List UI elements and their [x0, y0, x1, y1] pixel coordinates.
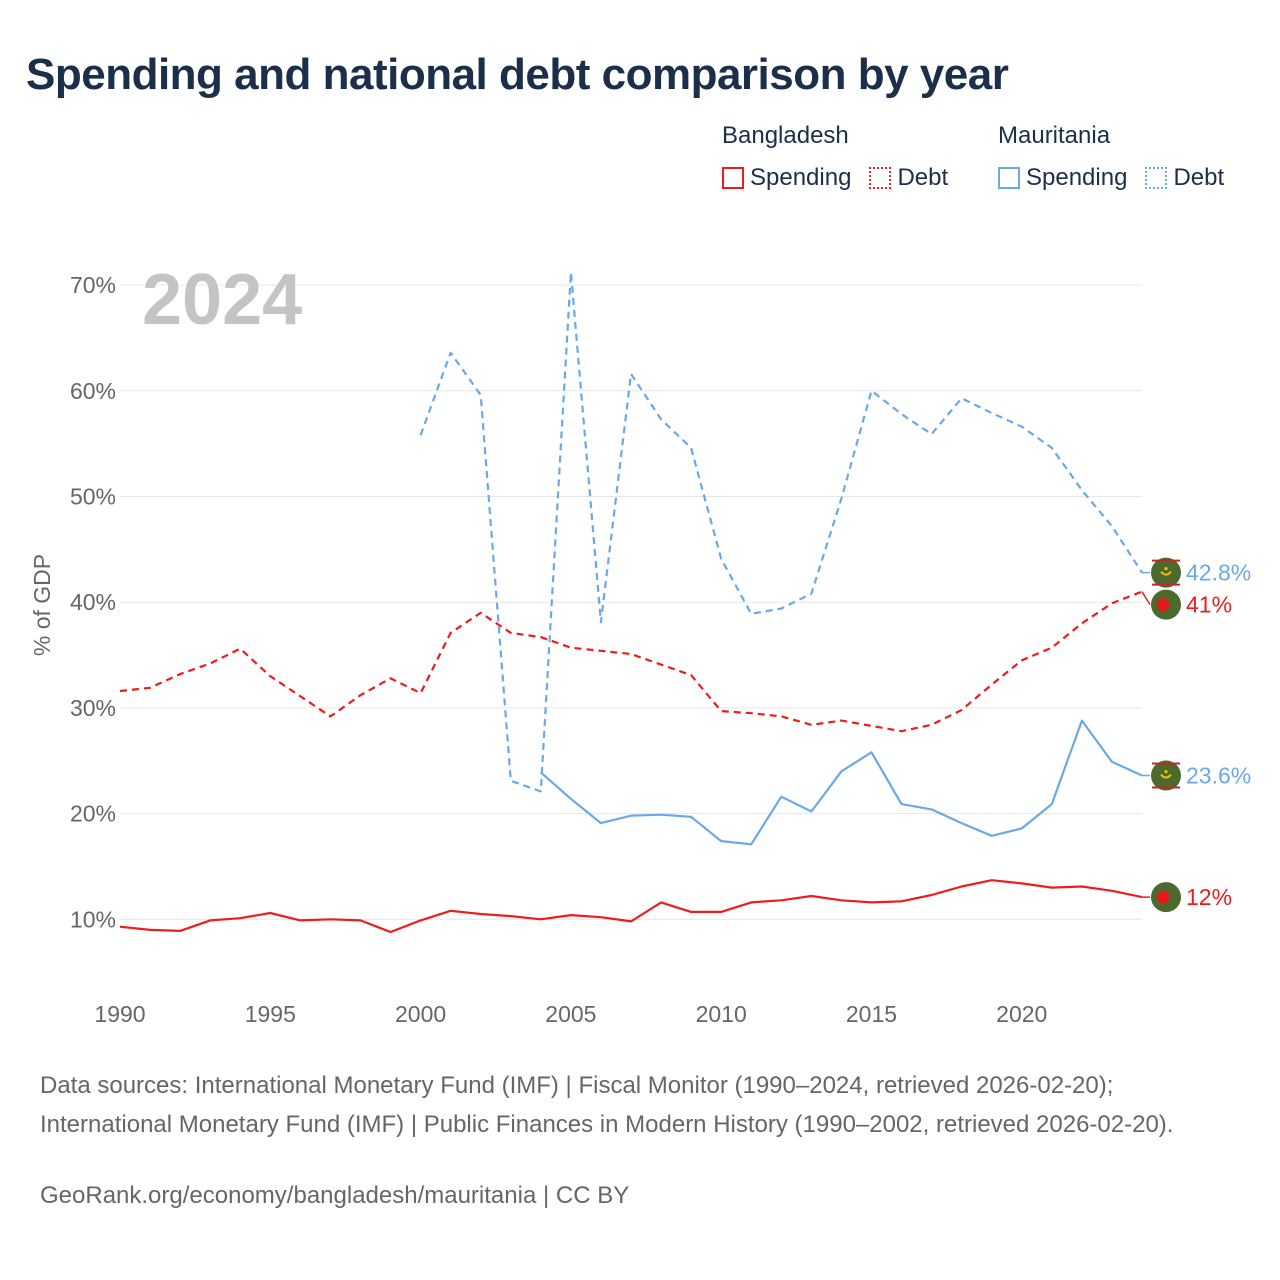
series-line-mauritania-spending — [540, 719, 1143, 846]
legend-mauritania: Mauritania Spending Debt — [998, 122, 1242, 192]
legend-swatch-dotted-icon — [869, 167, 892, 189]
legend-item-label: Debt — [897, 164, 949, 191]
y-tick-label: 70% — [70, 272, 116, 298]
y-tick-label: 50% — [70, 484, 116, 510]
series-line-bangladesh-spending — [119, 879, 1143, 934]
legend-swatch-dotted-icon — [1145, 167, 1168, 189]
series-end-label: 41% — [1186, 592, 1232, 618]
flag-star-icon — [1164, 567, 1168, 571]
y-tick-label: 10% — [70, 906, 116, 932]
credit-link[interactable]: GeoRank.org/economy/bangladesh/mauritani… — [40, 1182, 630, 1209]
flag-disc-icon — [1156, 890, 1170, 904]
legend-item-mauritania-debt[interactable]: Debt — [1145, 164, 1224, 192]
legend-country-label: Mauritania — [998, 122, 1111, 149]
x-tick-label: 2015 — [846, 1001, 897, 1027]
line-chart: 10% 20% 30% 40% 50% 60% 70% 1990 1995 2000 2005 201… — [29, 260, 1251, 1027]
flag-icon — [1151, 760, 1181, 791]
series-end-label: 42.8% — [1186, 560, 1251, 586]
legend-item-label: Spending — [1026, 164, 1128, 191]
legend-item-bangladesh-spending[interactable]: Spending — [722, 164, 851, 192]
x-tick-label: 2010 — [696, 1001, 747, 1027]
legend-item-label: Debt — [1173, 164, 1225, 191]
series-end-label: 12% — [1186, 884, 1232, 910]
legend-country-label: Bangladesh — [722, 122, 849, 149]
x-tick-label: 2020 — [996, 1001, 1047, 1027]
x-tick-label: 2005 — [545, 1001, 596, 1027]
flag-crescent-icon — [1160, 773, 1172, 779]
end-connector — [1141, 591, 1151, 605]
legend-swatch-solid-icon — [722, 167, 744, 189]
legend-item-label: Spending — [750, 164, 852, 191]
flag-disc-icon — [1156, 598, 1170, 612]
x-tick-label: 2000 — [395, 1001, 446, 1027]
y-tick-label: 30% — [70, 695, 116, 721]
y-tick-label: 40% — [70, 589, 116, 615]
y-axis-label: % of GDP — [29, 554, 55, 656]
legend-item-bangladesh-debt[interactable]: Debt — [869, 164, 948, 192]
legend-swatch-solid-icon — [998, 167, 1020, 189]
y-tick-label: 20% — [70, 801, 116, 827]
data-sources: Data sources: International Monetary Fun… — [40, 1072, 1174, 1138]
legend-bangladesh: Bangladesh Spending Debt — [722, 122, 966, 192]
x-tick-label: 1995 — [245, 1001, 296, 1027]
series-end-label: 23.6% — [1186, 763, 1251, 789]
flag-crescent-icon — [1160, 570, 1172, 576]
current-year-label: 2024 — [142, 260, 302, 340]
legend-item-mauritania-spending[interactable]: Spending — [998, 164, 1127, 192]
flag-star-icon — [1164, 769, 1168, 774]
y-tick-label: 60% — [70, 378, 116, 404]
flag-icon — [1151, 557, 1181, 588]
series-line-bangladesh-debt — [119, 590, 1143, 733]
x-tick-label: 1990 — [94, 1001, 145, 1027]
page-title: Spending and national debt comparison by… — [26, 50, 1009, 99]
series-line-mauritania-debt — [419, 271, 1143, 793]
